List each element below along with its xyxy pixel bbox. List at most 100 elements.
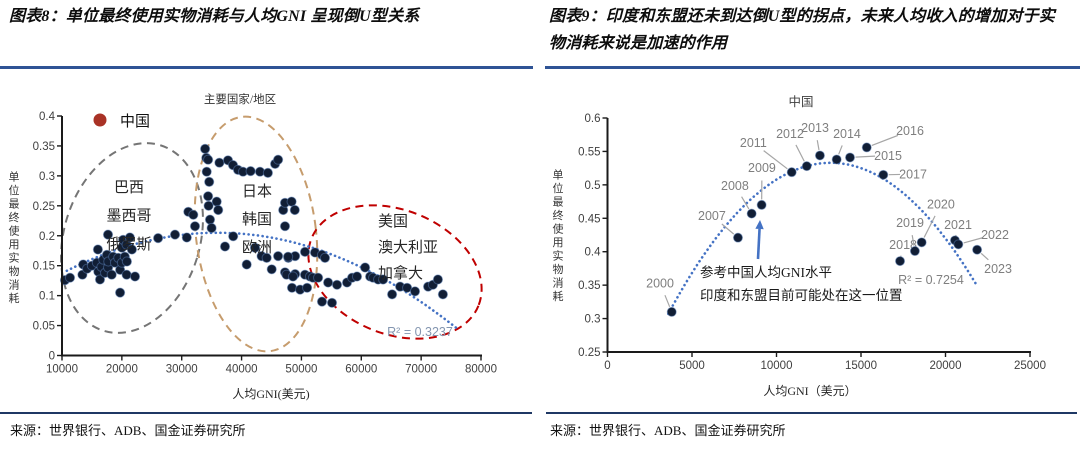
cluster-label-brazil-mexico-russia: 俄罗斯 <box>106 236 151 253</box>
scatter-point <box>273 251 284 262</box>
y-axis-title: 单位最终使用实物消耗 <box>9 170 20 305</box>
y-tick-label: 0.55 <box>578 146 600 158</box>
y-axis-title-char: 物 <box>553 262 564 276</box>
leader-line <box>664 294 671 308</box>
year-label-2014: 2014 <box>833 127 861 141</box>
y-axis-title-char: 单 <box>9 170 20 183</box>
leader-line <box>963 237 983 244</box>
y-tick-label: 0.35 <box>33 141 55 153</box>
cluster-ellipse <box>307 204 483 340</box>
year-label-2008: 2008 <box>721 179 749 193</box>
scatter-point <box>188 209 199 220</box>
scatter-point <box>219 241 231 252</box>
y-tick-label: 0.2 <box>39 231 55 243</box>
india-asean-annotation: 印度和东盟目前可能处在这一位置 <box>700 287 903 303</box>
y-axis-title-char: 消 <box>9 277 20 291</box>
scatter-point <box>241 259 252 270</box>
cluster-label-japan-korea-europe: 韩国 <box>242 211 272 228</box>
x-tick-label: 40000 <box>226 364 258 376</box>
y-axis-title-char: 物 <box>9 264 20 278</box>
x-axis: 0 5000 10000 15000 20000 25000 <box>604 351 1046 372</box>
cluster-label-brazil-mexico-russia: 墨西哥 <box>106 209 151 225</box>
scatter-point <box>316 296 328 307</box>
year-label-2020: 2020 <box>927 198 955 212</box>
year-label-2009: 2009 <box>748 161 776 175</box>
scatter-point <box>261 252 272 263</box>
scatter-point <box>360 262 371 273</box>
y-axis-title-char: 单 <box>553 168 564 181</box>
leader-line <box>911 235 915 246</box>
annotation-arrow <box>755 220 764 260</box>
scatter-point <box>200 143 211 155</box>
scatter-point-2013 <box>814 150 825 161</box>
scatter-point <box>351 271 363 282</box>
x-tick-label: 20000 <box>106 364 138 376</box>
scatter-point <box>203 154 214 165</box>
y-tick-label: 0 <box>49 351 55 363</box>
scatter-point <box>273 154 284 165</box>
leader-line <box>721 223 735 235</box>
leader-line <box>816 140 820 151</box>
scatter-point <box>204 214 216 225</box>
scatter-point <box>262 167 273 179</box>
scatter-point <box>203 200 214 211</box>
scatter-point <box>201 166 212 177</box>
y-tick-label: 0.6 <box>585 113 601 125</box>
scatter-point <box>323 277 334 288</box>
cluster-label-japan-korea-europe: 日本 <box>242 183 272 200</box>
scatter-point <box>181 232 192 243</box>
y-axis-title-char: 用 <box>553 237 564 249</box>
scatter-point <box>206 222 217 234</box>
y-axis-title-char: 位 <box>9 183 20 197</box>
leader-line <box>855 155 876 158</box>
figure8-title: 图表8：单位最终使用实物消耗与人均GNI 呈现倒U型关系 <box>9 8 420 25</box>
year-label-2013: 2013 <box>801 121 829 135</box>
y-tick-label: 0.5 <box>585 180 601 192</box>
y-axis-title-char: 位 <box>553 181 564 195</box>
scatter-point <box>283 251 294 262</box>
leader-line <box>871 134 899 146</box>
y-axis-title-char: 实 <box>9 250 20 264</box>
scatter-point <box>299 246 311 257</box>
cluster-ellipse <box>193 115 319 353</box>
y-axis-title-char: 终 <box>9 210 20 224</box>
scatter-point <box>211 196 222 207</box>
scatter-point <box>286 196 297 207</box>
y-axis-title-char: 最 <box>553 195 564 208</box>
y-axis-title-char: 终 <box>553 208 564 222</box>
year-label-2011: 2011 <box>740 136 767 150</box>
figure9-panel: 图表9：印度和东盟还未到达倒U型的拐点，未来人均收入的增加对于实物消耗来说是加速… <box>540 0 1080 452</box>
scatter-point <box>189 221 201 232</box>
x-tick-label: 70000 <box>405 364 437 376</box>
scatter-point <box>94 274 106 285</box>
figure9-title-divider <box>545 66 1080 69</box>
x-axis-title: 人均GNI(美元) <box>232 387 309 401</box>
y-axis-title-char: 实 <box>553 248 564 262</box>
scatter-point <box>228 231 239 242</box>
cluster-ellipse <box>60 142 204 334</box>
scatter-point <box>204 176 215 188</box>
figure8-source-divider <box>0 412 532 414</box>
scatter-point <box>279 221 291 232</box>
legend-china: 中国 <box>93 113 150 130</box>
r-squared-label: R² = 0.7254 <box>898 273 964 287</box>
year-label-2012: 2012 <box>776 127 804 141</box>
year-label-2015: 2015 <box>874 149 902 163</box>
figure9-source-divider <box>546 412 1077 414</box>
scatter-point <box>249 242 261 253</box>
x-tick-label: 5000 <box>679 360 705 372</box>
x-tick-label: 20000 <box>930 360 962 372</box>
scatter-point <box>387 289 398 300</box>
major-countries-label: 主要国家/地区 <box>204 92 276 106</box>
figure8-panel: 图表8：单位最终使用实物消耗与人均GNI 呈现倒U型关系 10000 20000 3… <box>0 8 533 438</box>
x-tick-label: 15000 <box>845 360 877 372</box>
scatter-point <box>153 233 164 244</box>
china-legend-dot <box>93 113 107 127</box>
scatter-point <box>121 256 133 267</box>
scatter-point-2017 <box>878 169 889 180</box>
x-tick-label: 10000 <box>761 360 793 372</box>
y-axis-title-char: 消 <box>553 275 564 289</box>
